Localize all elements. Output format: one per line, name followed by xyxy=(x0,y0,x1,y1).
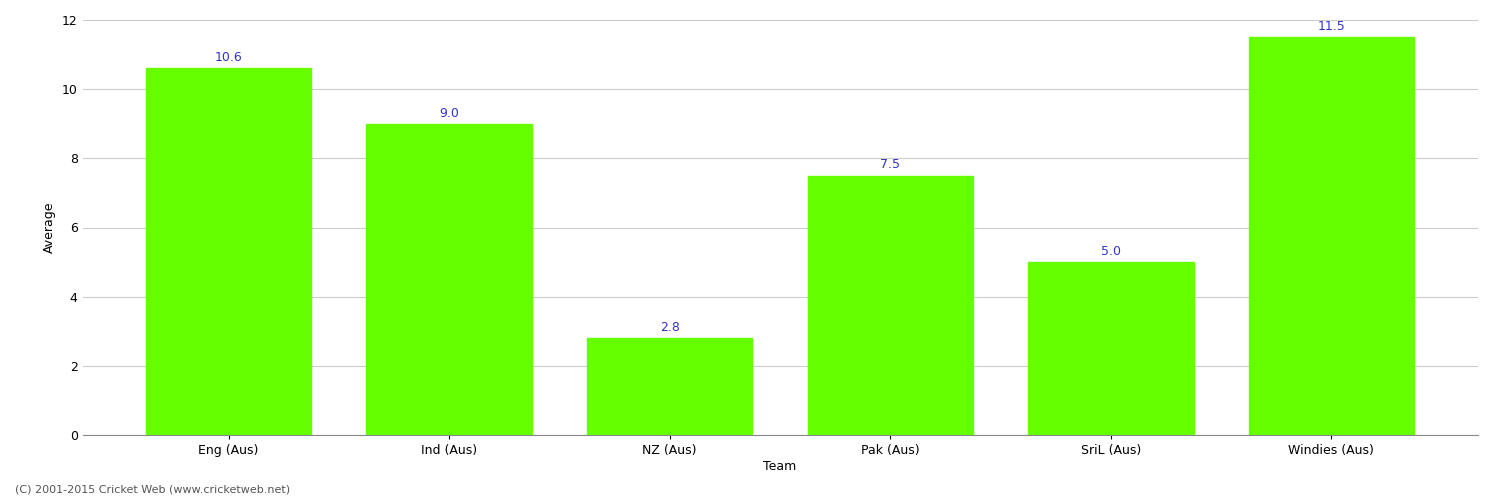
Y-axis label: Average: Average xyxy=(44,202,55,253)
Bar xyxy=(366,124,532,435)
Bar xyxy=(1248,38,1414,435)
Text: 11.5: 11.5 xyxy=(1317,20,1346,33)
Text: 9.0: 9.0 xyxy=(440,106,459,120)
Text: 7.5: 7.5 xyxy=(880,158,900,172)
Bar xyxy=(586,338,753,435)
X-axis label: Team: Team xyxy=(764,460,796,473)
Text: 5.0: 5.0 xyxy=(1101,245,1120,258)
Bar xyxy=(146,68,312,435)
Bar xyxy=(807,176,974,435)
Text: 10.6: 10.6 xyxy=(214,52,243,64)
Bar xyxy=(1028,262,1194,435)
Text: (C) 2001-2015 Cricket Web (www.cricketweb.net): (C) 2001-2015 Cricket Web (www.cricketwe… xyxy=(15,485,290,495)
Text: 2.8: 2.8 xyxy=(660,321,680,334)
